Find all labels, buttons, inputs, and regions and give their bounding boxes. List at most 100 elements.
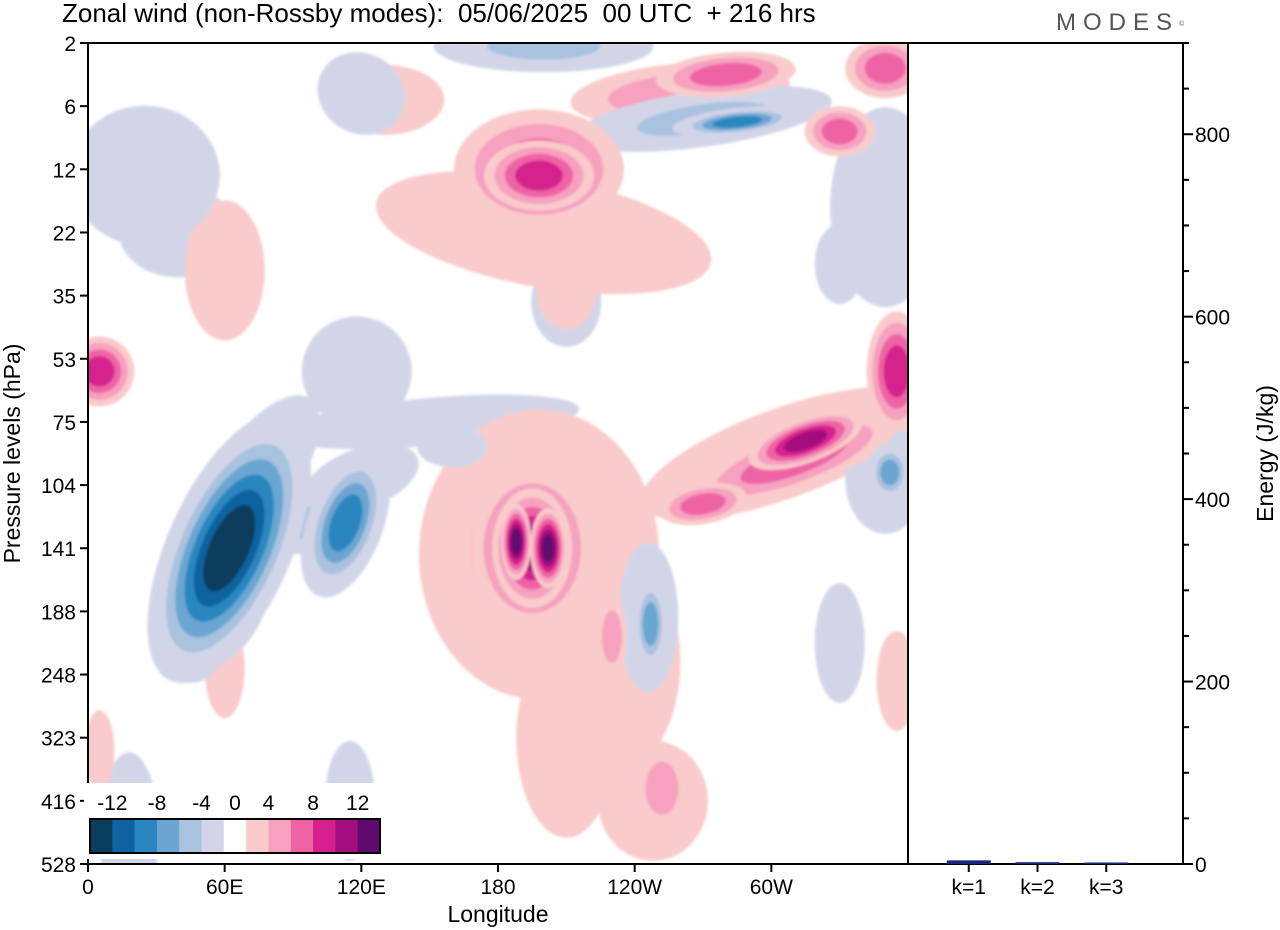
y-tick-label: 248	[41, 665, 76, 688]
contour-level	[602, 610, 622, 663]
colorbar-swatch	[313, 819, 336, 853]
westerly-contour	[375, 170, 712, 295]
westerly-contour	[484, 140, 594, 211]
y-tick-label: 104	[41, 475, 76, 498]
easterly-contour	[814, 224, 865, 304]
westerly-contour	[596, 596, 627, 677]
westerly-contour	[845, 43, 908, 99]
energy-category-label: k=1	[952, 876, 986, 899]
contour-level	[511, 528, 522, 556]
colorbar-swatch	[357, 819, 381, 853]
y-tick-label: 141	[41, 538, 76, 561]
colorbar-swatch	[134, 819, 158, 853]
energy-axis-label: Energy (J/kg)	[1252, 385, 1278, 522]
westerly-contour	[184, 200, 265, 341]
colorbar-swatch	[335, 819, 359, 853]
easterly-contour	[672, 106, 802, 138]
energy-tick-label: 200	[1195, 672, 1230, 695]
y-tick-label: 188	[41, 601, 76, 624]
easterly-contour	[147, 413, 311, 684]
modes-logo: MODES©	[1056, 8, 1184, 38]
energy-category-label: k=2	[1020, 876, 1054, 899]
x-tick-label: 60W	[750, 876, 793, 899]
westerly-contour	[876, 630, 908, 731]
westerly-contour	[530, 508, 567, 589]
colorbar-label: -4	[192, 792, 211, 815]
heatmap-area	[88, 43, 908, 864]
contour-level	[515, 160, 563, 191]
y-tick-label: 35	[53, 286, 76, 309]
easterly-contour	[433, 43, 654, 73]
contour-level	[689, 62, 762, 87]
easterly-contour	[814, 583, 865, 703]
x-tick-label: 0	[82, 876, 94, 899]
easterly-contour	[300, 448, 390, 598]
easterly-contour	[632, 574, 669, 674]
contour-level	[203, 505, 256, 592]
contour-level	[88, 710, 115, 791]
logo-text: MODES	[1056, 9, 1180, 36]
energy-bar-area: 0 200 400 600 800 Energy (J/kg) k=1 k=2 k=3	[946, 42, 1278, 899]
contour-level	[880, 459, 900, 486]
contour-level	[88, 356, 115, 387]
contour-level	[645, 761, 679, 815]
contour-level	[821, 118, 858, 145]
easterly-contour	[867, 442, 908, 503]
colorbar-swatch	[156, 819, 180, 853]
colorbar-label: 12	[346, 792, 369, 815]
contour-level	[642, 602, 659, 646]
colorbar-swatch	[246, 819, 269, 853]
energy-category-label: k=3	[1089, 876, 1123, 899]
westerly-contour	[866, 311, 908, 432]
y-tick-label: 22	[53, 222, 76, 245]
contour-level	[876, 630, 908, 731]
y-tick-label: 6	[64, 96, 76, 119]
colorbar-label: -8	[148, 792, 167, 815]
colorbar-frame	[89, 818, 381, 854]
x-tick-label: 120E	[337, 876, 386, 899]
westerly-contour	[536, 249, 597, 330]
contour-level	[301, 316, 412, 427]
colorbar-swatch	[201, 819, 225, 853]
westerly-contour	[804, 106, 875, 157]
easterly-contour	[88, 105, 220, 246]
contour-level	[712, 116, 762, 128]
energy-bar	[946, 860, 991, 864]
y-tick-label: 53	[53, 349, 76, 372]
westerly-contour	[516, 637, 617, 838]
contour-level	[487, 43, 601, 60]
x-tick-label: 60E	[206, 876, 243, 899]
y-tick-label: 12	[53, 159, 76, 182]
easterly-contour	[301, 316, 412, 427]
contour-level	[429, 434, 476, 461]
contour-level	[375, 170, 712, 295]
contour-level	[814, 583, 865, 703]
y-tick-label: 323	[41, 728, 76, 751]
colorbar-label: -12	[97, 792, 127, 815]
x-tick-label: 120W	[607, 876, 662, 899]
westerly-contour	[748, 411, 863, 471]
contour-level	[95, 129, 195, 222]
contour-level	[184, 200, 265, 341]
easterly-contour	[317, 52, 406, 135]
y-tick-label: 528	[41, 854, 76, 877]
x-axis-label: Longitude	[447, 901, 548, 927]
y-axis-label: Pressure levels (hPa)	[0, 344, 25, 564]
contour-level	[823, 237, 857, 291]
heatmap-contours	[88, 43, 908, 864]
y-tick-label: 416	[41, 791, 76, 814]
colorbar-swatch	[90, 819, 113, 853]
colorbar-label: 4	[263, 792, 275, 815]
colorbar-swatch	[223, 819, 247, 853]
colorbar-label: 0	[229, 792, 241, 815]
energy-tick-label: 600	[1195, 307, 1230, 330]
energy-tick-label: 0	[1195, 854, 1207, 877]
energy-bar	[1084, 862, 1129, 864]
colorbar-swatch	[179, 819, 203, 853]
contour-level	[332, 66, 391, 121]
x-tick-label: 180	[480, 876, 515, 899]
energy-tick-label: 400	[1195, 489, 1230, 512]
colorbar-swatch	[112, 819, 136, 853]
